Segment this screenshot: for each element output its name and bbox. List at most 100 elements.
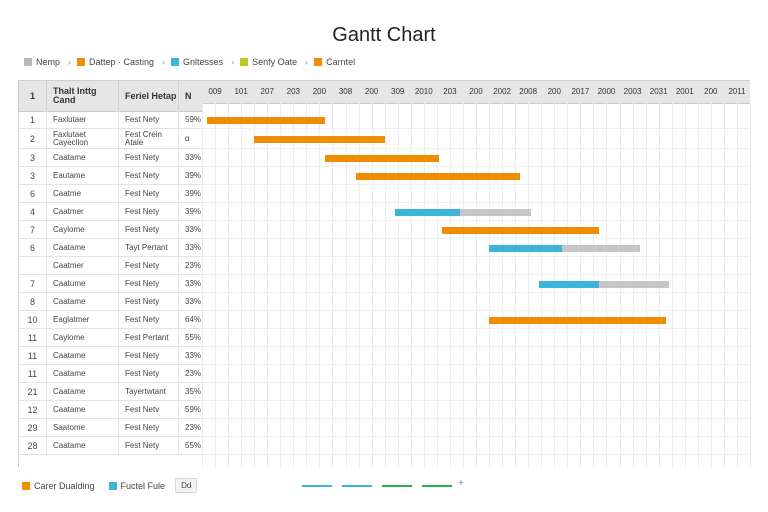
x-tick-label: 200	[469, 87, 483, 96]
row-percent: 35%	[179, 383, 203, 400]
row-name: Caatame	[47, 239, 119, 256]
top-legend: Nemp › Dattep · Casting › Gnltesses › Senfy Oa…	[24, 55, 363, 69]
row-percent: 23%	[179, 365, 203, 382]
grid-line-vertical	[684, 103, 686, 467]
legend-swatch	[314, 58, 323, 66]
row-percent: 33%	[179, 221, 203, 238]
row-percent: 55%	[179, 329, 203, 346]
grid-line-horizontal	[202, 310, 750, 311]
row-name: Faxlutaer	[47, 111, 119, 128]
row-id: 7	[19, 221, 47, 238]
header-percent: N	[179, 81, 203, 111]
header-name: Thalt Inttg Cand	[47, 81, 119, 111]
grid-line-vertical	[723, 103, 725, 467]
table-row: 4 Caatmer Fest Nety 39%	[19, 203, 203, 221]
row-name: Caatmer	[47, 203, 119, 220]
row-id: 8	[19, 293, 47, 310]
legend-item: Senfy Oate	[240, 57, 297, 67]
row-task: Tayt Pertant	[119, 239, 179, 256]
legend-swatch	[171, 58, 180, 66]
table-row: 29 Saatome Fest Nety 23%	[19, 419, 203, 437]
gantt-bar-segment	[324, 154, 440, 162]
grid-line-vertical	[228, 103, 230, 467]
grid-line-vertical	[489, 103, 491, 467]
chart-title: Gantt Chart	[332, 24, 436, 46]
grid-line-horizontal	[202, 328, 750, 329]
legend-swatch	[22, 481, 30, 490]
x-tick-label: 2001	[675, 87, 694, 96]
legend-label: Fuctel Fule	[120, 480, 166, 491]
row-percent: 59%	[179, 401, 203, 418]
table-row: 11 Caylome Fest Pertant 55%	[19, 329, 203, 347]
row-percent: 23%	[179, 419, 203, 436]
row-percent: 33%	[179, 347, 203, 364]
table-row: 21 Caatame Tayertwtant 35%	[19, 383, 203, 401]
gantt-timeline: 009 101 207 203 200 308 200 309 2010 203 200 2002 20…	[202, 80, 751, 467]
row-percent: 23%	[179, 257, 203, 274]
row-task: Fest Pertant	[119, 329, 179, 346]
grid-line-vertical	[750, 103, 751, 467]
table-row: 3 Caatame Fest Nety 33%	[19, 149, 203, 167]
legend-dash	[422, 485, 452, 487]
legend-item: Carer Dualding	[22, 481, 95, 491]
row-id: 28	[19, 437, 47, 454]
row-id: 2	[19, 129, 47, 148]
gantt-bar-segment	[442, 226, 599, 234]
grid-line-vertical	[202, 103, 203, 467]
table-row: 12 Caatame Fest Netv 59%	[19, 401, 203, 419]
grid-line-horizontal	[202, 128, 750, 129]
legend-label: Gnltesses	[183, 57, 224, 67]
grid-line-vertical	[241, 103, 243, 467]
row-id: 11	[19, 329, 47, 346]
gantt-bar-segment	[562, 244, 641, 252]
x-tick-label: 2003	[623, 87, 642, 96]
grid-line-vertical	[397, 103, 399, 467]
row-percent: 33%	[179, 149, 203, 166]
row-percent: 59%	[179, 111, 203, 128]
row-id: 29	[19, 419, 47, 436]
table-row: 10 Eaglatmer Fest Nety 64%	[19, 311, 203, 329]
grid-line-vertical	[671, 103, 673, 467]
legend-dash	[382, 485, 412, 487]
chevron-right-icon: ›	[231, 57, 235, 67]
row-name: Caatume	[47, 275, 119, 292]
grid-line-vertical	[476, 103, 477, 467]
row-name: Caatame	[47, 437, 119, 454]
row-task: Fest Nety	[119, 293, 179, 310]
row-id: 12	[19, 401, 47, 418]
row-percent: 33%	[179, 293, 203, 310]
grid-line-horizontal	[202, 436, 750, 437]
grid-line-vertical	[528, 103, 530, 467]
plus-icon: +	[458, 478, 464, 489]
row-percent: 64%	[179, 311, 203, 328]
row-task: Fest Nety	[119, 167, 179, 184]
x-tick-label: 200	[364, 87, 379, 96]
x-tick-label: 308	[338, 87, 353, 96]
row-name: Caylome	[47, 329, 119, 346]
row-task: Fest Nety	[119, 419, 179, 436]
bottom-legend: Carer Dualding Fuctel Fule Dd	[22, 478, 198, 493]
grid-line-horizontal	[202, 454, 750, 455]
grid-line-horizontal	[202, 274, 750, 275]
table-row: 3 Eautame Fest Nety 39%	[19, 167, 203, 185]
legend-dash	[342, 485, 372, 487]
row-task: Fest Netv	[119, 401, 179, 418]
legend-swatch	[77, 58, 86, 66]
grid-line-horizontal	[202, 148, 750, 149]
grid-line-vertical	[358, 103, 360, 467]
grid-line-vertical	[462, 103, 464, 467]
row-name: Caatame	[47, 401, 119, 418]
grid-line-vertical	[267, 103, 269, 467]
grid-line-vertical	[306, 103, 308, 467]
grid-line-vertical	[423, 103, 425, 467]
x-tick-label: 203	[286, 87, 300, 96]
row-task: Fest Nety	[119, 257, 179, 274]
row-name: Eautame	[47, 167, 119, 184]
grid-line-horizontal	[202, 346, 750, 347]
table-row: 28 Caatame Fest Nety 55%	[19, 437, 203, 455]
row-id: 3	[19, 167, 47, 184]
table-row: Caatmer Fest Nety 23%	[19, 257, 203, 275]
legend-label: Carntel	[326, 57, 356, 67]
x-tick-label: 2002	[493, 87, 511, 96]
x-tick-label: 2017	[571, 87, 590, 96]
